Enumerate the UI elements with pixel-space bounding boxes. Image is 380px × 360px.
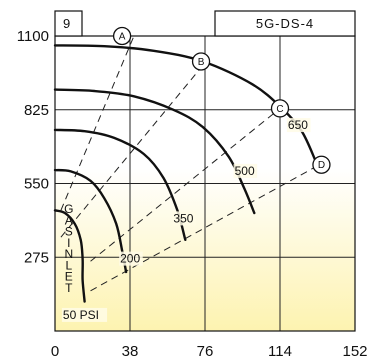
y-tick-label: 275 (24, 249, 49, 266)
series-line-50-psi (53, 209, 86, 303)
panel-number-box (54, 10, 83, 37)
series-label: 200 (120, 252, 140, 266)
plot-frame (54, 35, 356, 332)
x-tick-label: 76 (197, 343, 214, 360)
marker-circle (112, 26, 132, 46)
series-label: 350 (173, 211, 193, 225)
dashed-line-d (90, 164, 320, 292)
annotation-letter: G (64, 202, 73, 216)
series-line-350 (53, 128, 187, 241)
annotation-letter: I (67, 236, 70, 250)
dashed-line-a (60, 35, 135, 211)
dashed-line-b (60, 62, 206, 238)
y-tick-label: 1100 (17, 28, 49, 45)
marker-label: B (198, 57, 205, 68)
marker-label: A (119, 32, 126, 43)
y-tick-label: 825 (24, 102, 49, 119)
marker-circle (312, 155, 331, 174)
panel-code: 5G-DS-4 (256, 16, 314, 31)
x-tick-label: 152 (342, 343, 367, 360)
annotation-letter: L (65, 258, 72, 272)
marker-label: C (276, 104, 283, 115)
panel-number: 9 (63, 16, 70, 31)
annotation-letter: T (65, 281, 73, 295)
annotation-letter: A (65, 213, 73, 227)
dashed-lines (60, 35, 320, 292)
series-line-500 (53, 88, 256, 215)
panel-code-box (214, 10, 356, 37)
series-label: 650 (288, 118, 308, 132)
marker-label: D (318, 160, 325, 171)
dashed-line-c (90, 108, 281, 262)
series-label-bg (119, 251, 143, 266)
series-label-bg (61, 307, 108, 322)
annotation-letter: E (65, 270, 73, 284)
annotation-letter: S (65, 225, 73, 239)
series-label: 500 (235, 164, 255, 178)
series-line-200 (53, 168, 128, 274)
series-label-bg (172, 211, 197, 226)
x-tick-label: 114 (268, 343, 292, 360)
y-tick-label: 550 (24, 176, 49, 193)
series-label-bg (233, 163, 258, 178)
series-label: 50 PSI (63, 308, 99, 322)
line-markers: A B C D (112, 26, 331, 174)
grid (55, 36, 355, 331)
series-label-bg (286, 118, 311, 133)
x-tick-label: 0 (51, 343, 59, 360)
y-tick-labels: 1100 825 550 275 (17, 28, 49, 266)
x-tick-labels: 0 38 76 114 152 (51, 343, 368, 360)
annotation-letter: N (64, 247, 73, 261)
marker-circle (191, 52, 211, 71)
x-tick-label: 38 (122, 343, 139, 360)
series-labels: 650 500 350 200 50 PSI (61, 118, 311, 322)
marker-circle (270, 99, 290, 118)
